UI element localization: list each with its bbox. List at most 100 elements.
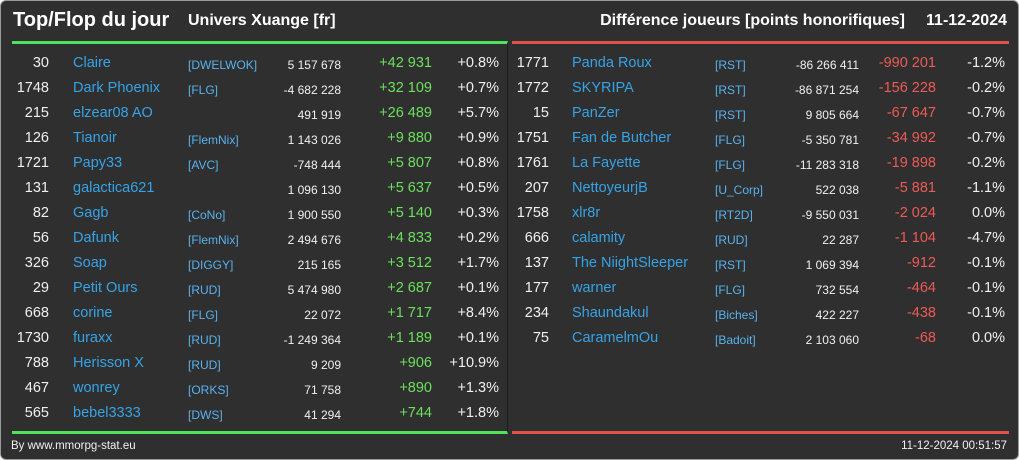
player-point-difference: -990 201 (878, 55, 936, 71)
top-player-row: 565 bebel3333 [DWS] 41 294 +744 +1.8% (12, 401, 507, 426)
player-total-points: 5 474 980 (287, 283, 341, 297)
player-name-link[interactable]: Herisson X (73, 355, 144, 371)
player-name-link[interactable]: Panda Roux (572, 55, 652, 71)
player-name-link[interactable]: NettoyeurjB (572, 180, 648, 196)
player-name-link[interactable]: Petit Ours (73, 280, 138, 296)
player-guild-tag[interactable]: [RST] (715, 58, 746, 72)
player-name-link[interactable]: Dafunk (73, 230, 119, 246)
player-point-difference: -67 647 (886, 105, 936, 121)
player-name-link[interactable]: corine (73, 305, 113, 321)
player-guild-tag[interactable]: [ORKS] (188, 383, 229, 397)
player-total-points: -86 266 411 (795, 58, 859, 72)
player-guild-tag[interactable]: [FLG] (715, 283, 746, 297)
player-name-link[interactable]: Dark Phoenix (73, 80, 161, 96)
player-name-link[interactable]: elzear08 AO (73, 105, 153, 121)
player-name-link[interactable]: CaramelmOu (572, 330, 659, 346)
player-name-link[interactable]: Gagb (73, 205, 109, 221)
player-point-difference: +3 512 (387, 255, 432, 271)
player-total-points: 71 758 (304, 383, 341, 397)
player-name-link[interactable]: Soap (73, 255, 107, 271)
player-total-points: 422 227 (815, 308, 859, 322)
player-guild-tag[interactable]: [RUD] (188, 333, 221, 347)
player-total-points: 215 165 (297, 258, 341, 272)
top-player-row: 29 Petit Ours [RUD] 5 474 980 +2 687 +0.1% (12, 276, 507, 301)
player-guild-tag[interactable]: [RUD] (715, 233, 748, 247)
player-name-link[interactable]: SKYRIPA (572, 80, 634, 96)
top-player-row: 668 corine [FLG] 22 072 +1 717 +8.4% (12, 301, 507, 326)
player-guild-tag[interactable]: [CoNo] (188, 208, 226, 222)
page-title: Top/Flop du jour (13, 9, 170, 31)
player-total-points: 41 294 (304, 408, 341, 422)
player-point-difference: -5 881 (894, 180, 936, 196)
player-guild-tag[interactable]: [RUD] (188, 283, 221, 297)
player-guild-tag[interactable]: [DWS] (188, 408, 223, 422)
player-percent-change: +1.3% (457, 380, 499, 396)
player-guild-tag[interactable]: [RST] (715, 258, 746, 272)
flop-player-row: 137 The NiightSleeper [RST] 1 069 394 -912 -0… (512, 251, 1009, 276)
player-total-points: 1 143 026 (287, 133, 341, 147)
player-guild-tag[interactable]: [FLG] (715, 158, 746, 172)
player-guild-tag[interactable]: [DIGGY] (188, 258, 234, 272)
player-guild-tag[interactable]: [RUD] (188, 358, 221, 372)
flop-player-row: 207 NettoyeurjB [U_Corp] 522 038 -5 881 -1.1% (512, 176, 1009, 201)
player-guild-tag[interactable]: [FlemNix] (188, 233, 239, 247)
player-percent-change: -4.7% (967, 230, 1005, 246)
player-rank: 131 (24, 180, 49, 196)
player-name-link[interactable]: warner (572, 280, 617, 296)
player-guild-tag[interactable]: [U_Corp] (715, 183, 764, 197)
player-guild-tag[interactable]: [RST] (715, 83, 746, 97)
player-point-difference: -438 (906, 305, 936, 321)
player-name-link[interactable]: bebel3333 (73, 405, 141, 421)
player-guild-tag[interactable]: [FlemNix] (188, 133, 239, 147)
player-guild-tag[interactable]: [DWELWOK] (188, 58, 258, 72)
player-guild-tag[interactable]: [FLG] (188, 308, 219, 322)
player-guild-tag[interactable]: [Badoit] (715, 333, 756, 347)
player-name-link[interactable]: La Fayette (572, 155, 641, 171)
player-name-link[interactable]: The NiightSleeper (572, 255, 689, 271)
player-rank: 1751 (516, 130, 549, 146)
player-guild-tag[interactable]: [FLG] (715, 133, 746, 147)
player-point-difference: -1 104 (894, 230, 936, 246)
player-name-link[interactable]: calamity (572, 230, 626, 246)
player-name-link[interactable]: xlr8r (572, 205, 601, 221)
player-rank: 1761 (516, 155, 549, 171)
player-point-difference: +42 931 (379, 55, 432, 71)
player-guild-tag[interactable]: [Biches] (715, 308, 758, 322)
player-guild-tag[interactable]: [RT2D] (715, 208, 753, 222)
player-rank: 207 (524, 180, 549, 196)
player-name-link[interactable]: Papy33 (73, 155, 123, 171)
player-point-difference: +5 637 (387, 180, 432, 196)
player-name-link[interactable]: furaxx (73, 330, 113, 346)
player-name-link[interactable]: wonrey (73, 380, 120, 396)
player-point-difference: +2 687 (387, 280, 432, 296)
flop-player-row: 1758 xlr8r [RT2D] -9 550 031 -2 024 0.0% (512, 201, 1009, 226)
player-percent-change: +10.9% (449, 355, 499, 371)
player-rank: 1772 (516, 80, 549, 96)
player-name-link[interactable]: Tianoir (73, 130, 117, 146)
flop-player-row: 75 CaramelmOu [Badoit] 2 103 060 -68 0.0% (512, 326, 1009, 351)
source-credit: By www.mmorpg-stat.eu (11, 440, 136, 452)
player-guild-tag[interactable]: [RST] (715, 108, 746, 122)
player-rank: 1748 (16, 80, 49, 96)
player-name-link[interactable]: Claire (73, 55, 111, 71)
flop-player-row: 1771 Panda Roux [RST] -86 266 411 -990 201 -1… (512, 51, 1009, 76)
top-player-row: 788 Herisson X [RUD] 9 209 +906 +10.9% (12, 351, 507, 376)
player-guild-tag[interactable]: [AVC] (188, 158, 219, 172)
player-name-link[interactable]: Fan de Butcher (572, 130, 672, 146)
flop-players-column: 1771 Panda Roux [RST] -86 266 411 -990 201 -1… (512, 41, 1009, 434)
player-rank: 1758 (516, 205, 549, 221)
player-rank: 666 (524, 230, 549, 246)
player-percent-change: +8.4% (457, 305, 499, 321)
player-name-link[interactable]: galactica621 (73, 180, 155, 196)
player-name-link[interactable]: Shaundakul (572, 305, 649, 321)
footer-timestamp: 11-12-2024 00:51:57 (901, 440, 1007, 452)
player-guild-tag[interactable]: [FLG] (188, 83, 219, 97)
metric-label: Différence joueurs [points honorifiques] (600, 12, 905, 29)
player-percent-change: +1.8% (457, 405, 499, 421)
player-name-link[interactable]: PanZer (572, 105, 620, 121)
player-percent-change: -0.1% (967, 305, 1005, 321)
player-total-points: 732 554 (815, 283, 859, 297)
player-percent-change: +0.9% (457, 130, 499, 146)
player-point-difference: +890 (399, 380, 432, 396)
